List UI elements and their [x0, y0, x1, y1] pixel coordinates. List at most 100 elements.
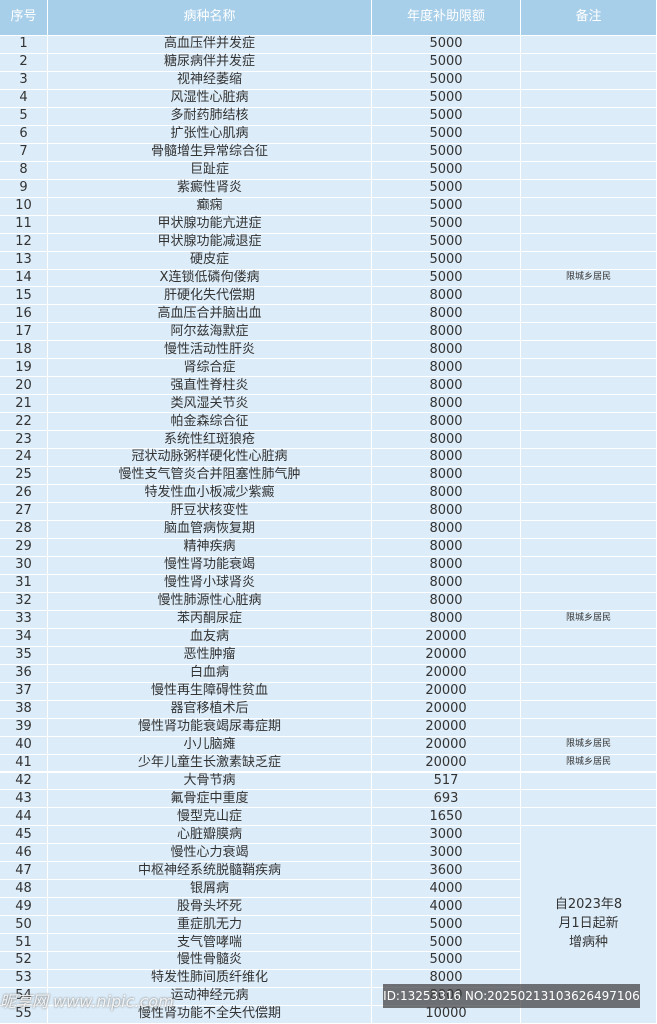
- disease-name: X连锁低磷佝偻病: [48, 269, 372, 288]
- row-no: 46: [0, 844, 48, 863]
- row-no: 13: [0, 251, 48, 270]
- subsidy-amount: 8000: [372, 359, 521, 378]
- subsidy-amount: 8000: [372, 538, 521, 557]
- subsidy-amount: 8000: [372, 467, 521, 486]
- row-no: 55: [0, 1006, 48, 1024]
- note-cell: [521, 538, 657, 557]
- header-name: 病种名称: [48, 0, 372, 36]
- disease-name: 扩张性心肌病: [48, 125, 372, 144]
- row-no: 16: [0, 305, 48, 324]
- subsidy-amount: 693: [372, 790, 521, 809]
- row-no: 36: [0, 664, 48, 683]
- disease-name: 小儿脑瘫: [48, 736, 372, 755]
- row-no: 44: [0, 808, 48, 827]
- disease-name: 慢性肾功能不全失代偿期: [48, 1006, 372, 1024]
- row-no: 5: [0, 107, 48, 126]
- disease-name: 股骨头坏死: [48, 898, 372, 917]
- row-no: 11: [0, 215, 48, 234]
- subsidy-amount: 5000: [372, 53, 521, 72]
- disease-name: 少年儿童生长激素缺乏症: [48, 754, 372, 773]
- note-cell: [521, 143, 657, 162]
- watermark-id: ID:13253316 NO:20250213103626497106: [383, 984, 640, 1008]
- row-no: 33: [0, 610, 48, 629]
- row-no: 35: [0, 646, 48, 665]
- note-cell: [521, 664, 657, 683]
- subsidy-amount: 8000: [372, 610, 521, 629]
- subsidy-amount: 3000: [372, 826, 521, 845]
- row-no: 27: [0, 503, 48, 521]
- disease-name: 癫痫: [48, 197, 372, 216]
- disease-name: 冠状动脉粥样硬化性心脏病: [48, 449, 372, 468]
- row-no: 22: [0, 413, 48, 432]
- row-no: 49: [0, 898, 48, 917]
- note: 限城乡居民: [521, 736, 657, 755]
- note-cell: [521, 467, 657, 486]
- subsidy-amount: 8000: [372, 485, 521, 504]
- header-no: 序号: [0, 0, 48, 36]
- note-cell: [521, 287, 657, 306]
- subsidy-amount: 5000: [372, 269, 521, 288]
- row-no: 39: [0, 718, 48, 737]
- disease-name: 阿尔兹海默症: [48, 323, 372, 342]
- disease-name: 苯丙酮尿症: [48, 610, 372, 629]
- note: 限城乡居民: [521, 610, 657, 629]
- row-no: 29: [0, 538, 48, 557]
- row-no: 10: [0, 197, 48, 216]
- disease-name: 白血病: [48, 664, 372, 683]
- subsidy-amount: 3000: [372, 844, 521, 863]
- note-cell: [521, 556, 657, 575]
- subsidy-amount: 5000: [372, 125, 521, 144]
- note-cell: [521, 521, 657, 539]
- row-no: 30: [0, 556, 48, 575]
- row-no: 52: [0, 952, 48, 971]
- note-cell: [521, 36, 657, 54]
- row-no: 25: [0, 467, 48, 486]
- row-no: 47: [0, 862, 48, 881]
- row-no: 50: [0, 916, 48, 935]
- note-cell: [521, 628, 657, 647]
- row-no: 17: [0, 323, 48, 342]
- row-no: 53: [0, 970, 48, 989]
- disease-name: 精神疾病: [48, 538, 372, 557]
- row-no: 41: [0, 754, 48, 773]
- note-cell: [521, 449, 657, 468]
- note-cell: [521, 53, 657, 72]
- disease-name: 风湿性心脏病: [48, 89, 372, 108]
- disease-name: 视神经萎缩: [48, 71, 372, 90]
- row-no: 42: [0, 772, 48, 791]
- subsidy-amount: 5000: [372, 952, 521, 971]
- subsidy-amount: 8000: [372, 431, 521, 450]
- disease-name: 慢性肾功能衰竭尿毒症期: [48, 718, 372, 737]
- subsidy-amount: 20000: [372, 718, 521, 737]
- row-no: 31: [0, 574, 48, 593]
- disease-name: 硬皮症: [48, 251, 372, 270]
- disease-name: 巨趾症: [48, 161, 372, 180]
- note-cell: [521, 359, 657, 378]
- note-cell: [521, 485, 657, 504]
- disease-name: 糖尿病伴并发症: [48, 53, 372, 72]
- note-cell: [521, 89, 657, 108]
- note-cell: [521, 197, 657, 216]
- row-no: 45: [0, 826, 48, 845]
- row-no: 3: [0, 71, 48, 90]
- subsidy-amount: 8000: [372, 287, 521, 306]
- disease-name: 系统性红斑狼疮: [48, 431, 372, 450]
- note-cell: [521, 413, 657, 432]
- note-cell: [521, 592, 657, 611]
- note-cell: [521, 215, 657, 234]
- subsidy-amount: 5000: [372, 233, 521, 252]
- subsidy-amount: 8000: [372, 323, 521, 342]
- note-cell: [521, 323, 657, 342]
- row-no: 4: [0, 89, 48, 108]
- subsidy-amount: 5000: [372, 179, 521, 198]
- header-amount: 年度补助限额: [372, 0, 521, 36]
- row-no: 6: [0, 125, 48, 144]
- disease-name: 重症肌无力: [48, 916, 372, 935]
- disease-name: 强直性脊柱炎: [48, 377, 372, 396]
- disease-name: 中枢神经系统脱髓鞘疾病: [48, 862, 372, 881]
- row-no: 14: [0, 269, 48, 288]
- row-no: 48: [0, 880, 48, 899]
- note-cell: [521, 772, 657, 791]
- note-cell: [521, 808, 657, 827]
- disease-name: 慢性支气管炎合并阻塞性肺气肿: [48, 467, 372, 486]
